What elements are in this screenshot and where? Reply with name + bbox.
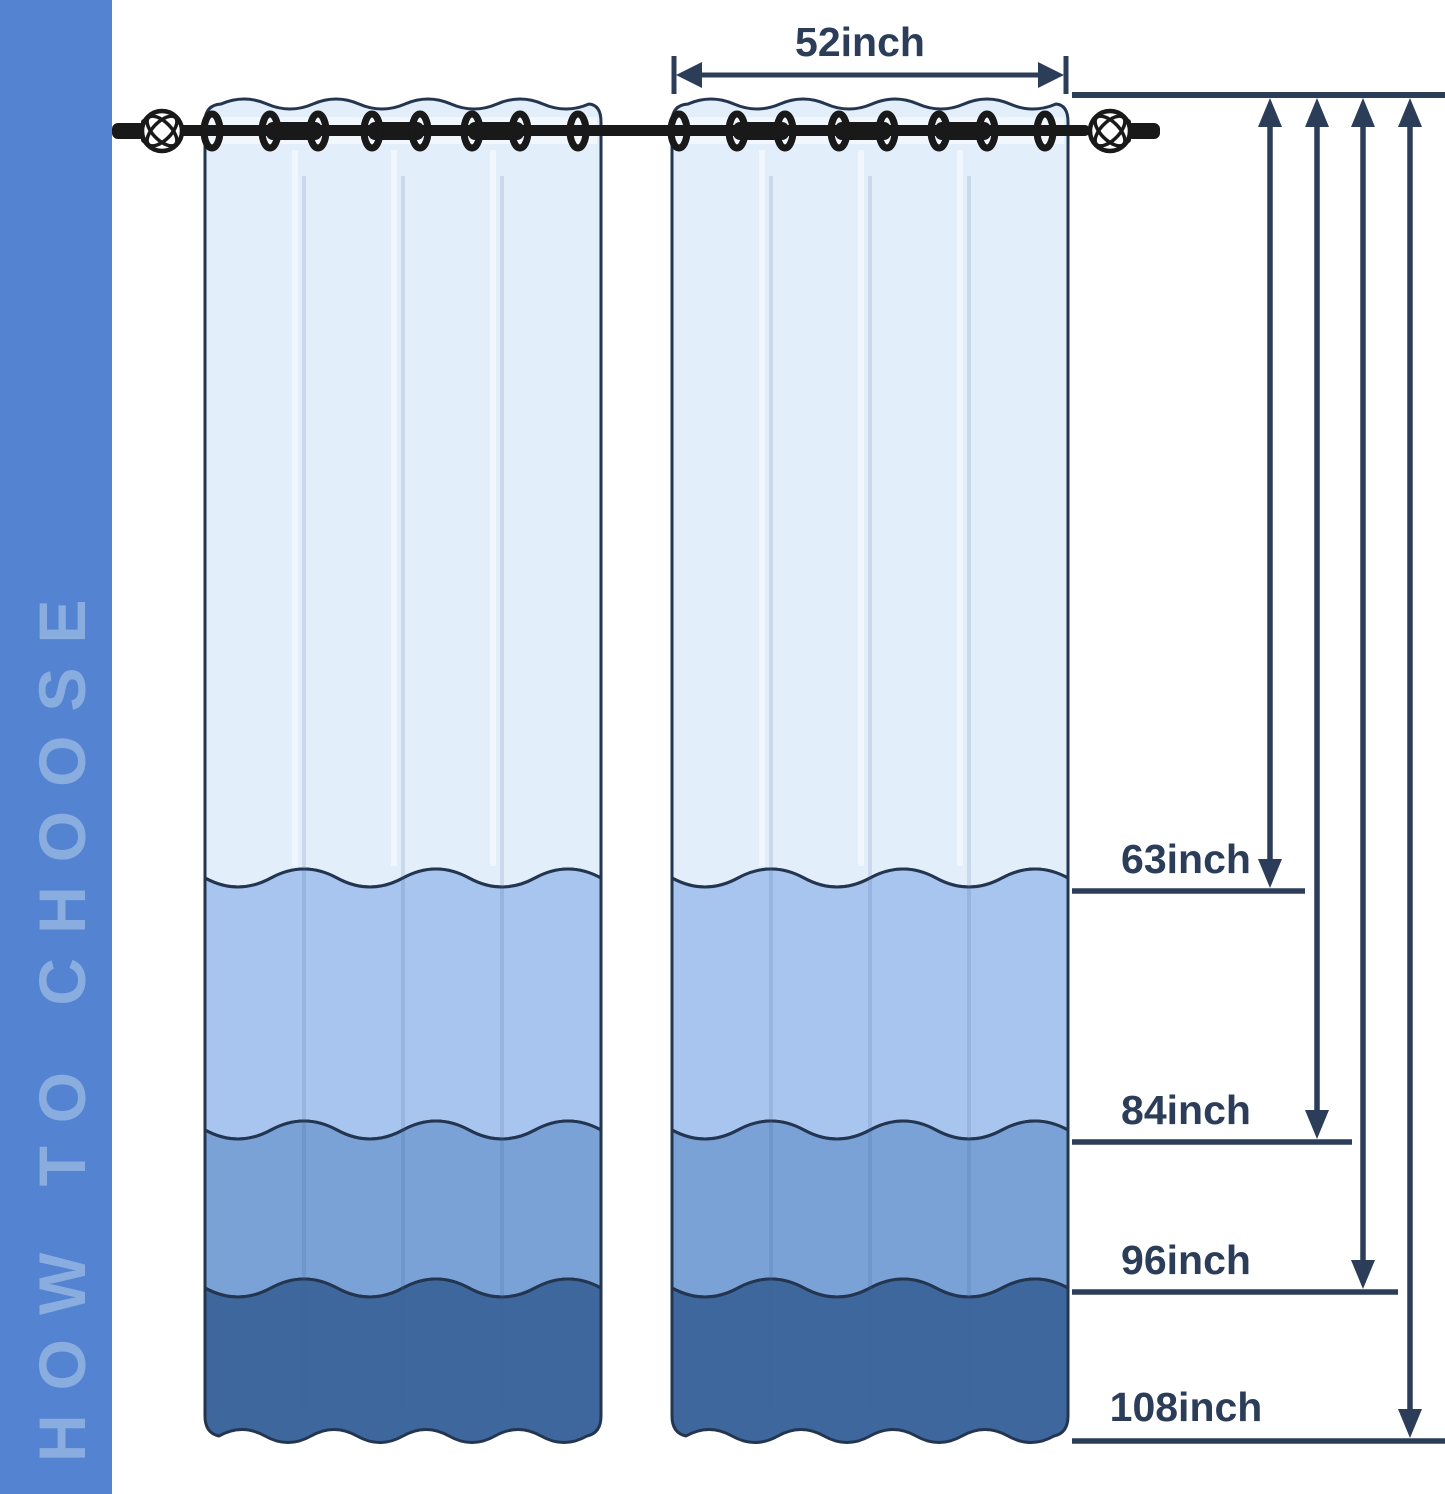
length-label-108: 108inch — [1109, 1384, 1263, 1430]
finial-left-icon — [112, 111, 182, 151]
width-dimension-label: 52inch — [795, 19, 925, 65]
length-label-63: 63inch — [1121, 836, 1251, 882]
length-arrow-84 — [1305, 98, 1329, 1139]
length-arrow-108 — [1398, 98, 1422, 1438]
finial-right-icon — [1090, 111, 1160, 151]
sidebar: HOW TO CHOOSE — [0, 0, 112, 1494]
length-dimension-lines — [1258, 98, 1422, 1438]
width-dimension-line — [671, 56, 1069, 94]
length-marker-lines — [1072, 888, 1445, 1444]
length-arrow-96 — [1351, 98, 1375, 1289]
curtain-panel-left — [205, 99, 601, 1443]
curtain-panel-right — [672, 99, 1068, 1443]
length-label-84: 84inch — [1121, 1087, 1251, 1133]
length-label-96: 96inch — [1121, 1237, 1251, 1283]
length-arrow-63 — [1258, 98, 1282, 888]
